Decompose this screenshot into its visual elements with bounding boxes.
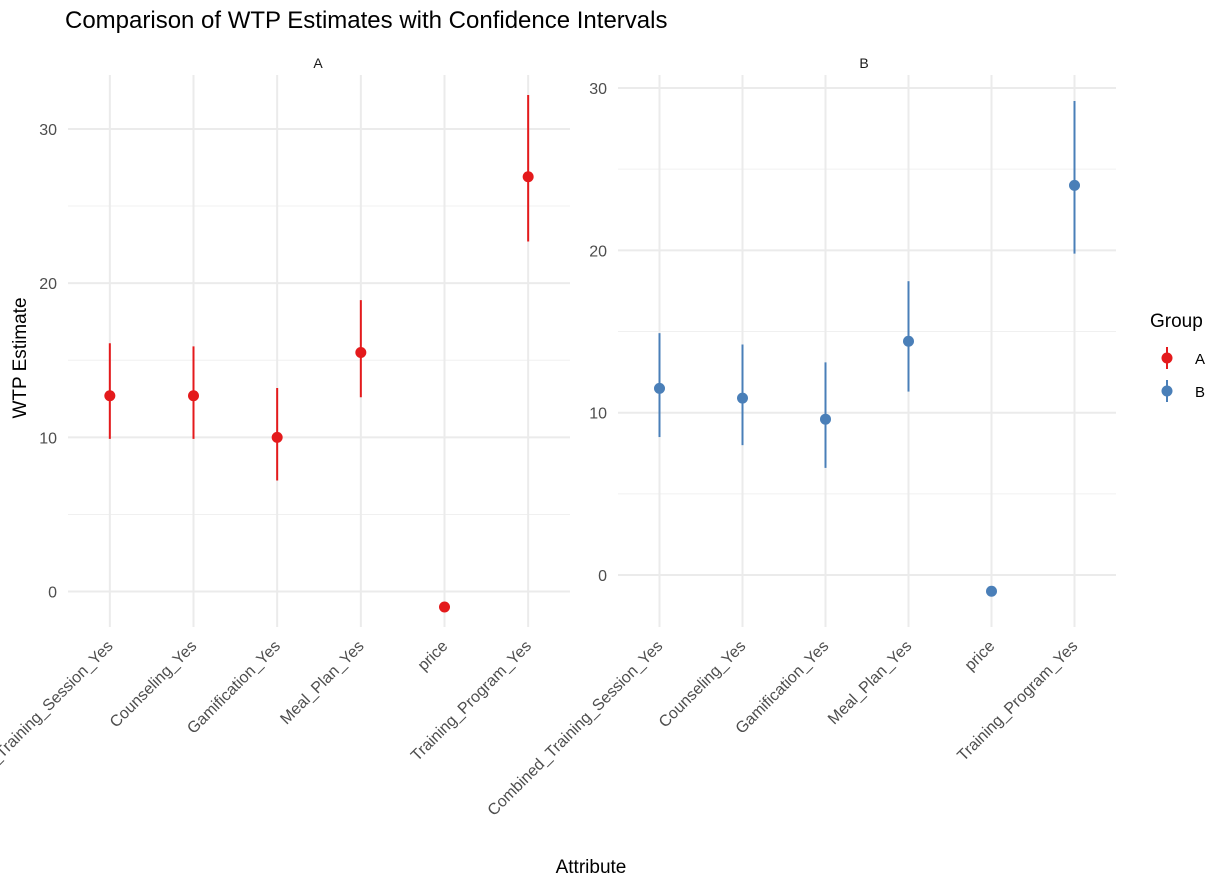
estimate-point xyxy=(104,390,116,402)
x-tick-label: Meal_Plan_Yes xyxy=(277,638,367,728)
legend-entry-a: A xyxy=(1161,347,1205,369)
estimate-point xyxy=(903,335,914,347)
y-tick-label: 20 xyxy=(39,276,57,293)
y-tick-label: 10 xyxy=(39,430,57,447)
legend-key-point xyxy=(1161,385,1173,397)
legend-label: B xyxy=(1195,384,1205,401)
facet-panels: A0102030Combined_Training_Session_YesCou… xyxy=(0,55,1116,819)
y-tick-label: 0 xyxy=(598,568,607,585)
y-tick-label: 20 xyxy=(589,243,607,260)
facet-panel-a: A 0 10 20 30 Combined_Training_Session_YesCou… xyxy=(0,55,570,819)
estimate-point xyxy=(737,392,748,404)
estimate-point xyxy=(986,585,997,597)
x-tick-label: price xyxy=(962,638,999,675)
y-axis-title: WTP Estimate xyxy=(10,297,31,418)
legend-entry-b: B xyxy=(1161,380,1205,402)
estimate-point xyxy=(1069,179,1080,191)
facet-panel-b: B0102030Combined_Training_Session_YesCou… xyxy=(485,55,1116,819)
x-tick-label: Counseling_Yes xyxy=(656,638,749,731)
estimate-point xyxy=(654,382,665,394)
estimate-point xyxy=(188,390,199,402)
estimate-point xyxy=(355,347,367,359)
legend-title: Group xyxy=(1150,311,1203,332)
x-axis-title: Attribute xyxy=(556,857,627,878)
x-tick-label: Gamification_Yes xyxy=(184,638,284,738)
x-tick-label: Combined_Training_Session_Yes xyxy=(0,638,117,820)
strip-label: A xyxy=(313,55,323,71)
estimate-point xyxy=(820,413,831,425)
y-tick-label: 30 xyxy=(39,122,57,139)
strip-label: B xyxy=(859,55,868,71)
x-tick-label: Meal_Plan_Yes xyxy=(825,638,915,728)
legend: Group AB xyxy=(1150,311,1205,402)
chart-title: Comparison of WTP Estimates with Confide… xyxy=(65,7,667,34)
estimate-point xyxy=(271,431,283,443)
y-tick-label: 10 xyxy=(589,406,607,423)
x-tick-label: price xyxy=(415,638,452,675)
legend-label: A xyxy=(1195,351,1205,368)
estimate-point xyxy=(522,171,534,183)
x-tick-label: Counseling_Yes xyxy=(107,638,200,731)
y-tick-label: 0 xyxy=(48,585,57,602)
y-tick-label: 30 xyxy=(589,81,607,98)
estimate-point xyxy=(439,601,450,613)
legend-key-point xyxy=(1161,352,1173,364)
x-tick-label: Gamification_Yes xyxy=(733,638,833,738)
